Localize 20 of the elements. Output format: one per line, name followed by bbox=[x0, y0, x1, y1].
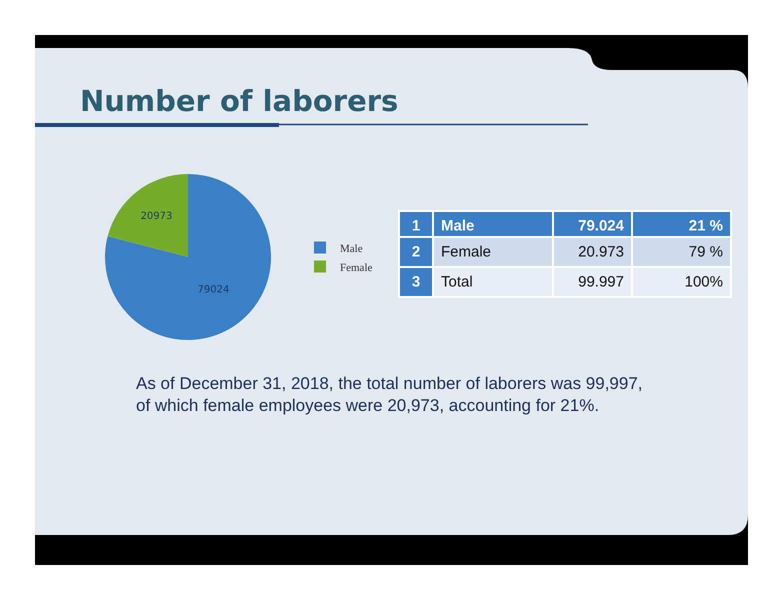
pie-slice bbox=[105, 174, 271, 340]
text: 1 bbox=[412, 217, 420, 234]
text: Male bbox=[441, 217, 474, 234]
text: 99.997 bbox=[578, 273, 624, 290]
text: 100% bbox=[684, 273, 723, 290]
legend-label: Male bbox=[340, 242, 363, 255]
legend-label: Female bbox=[340, 262, 372, 274]
text: 3 bbox=[412, 273, 420, 290]
text: As of December 31, 2018, the total number of laborers was 99,997, of which female employees were 20,973, accounting for 21%. bbox=[136, 374, 643, 416]
chart-title: Number of laborers bbox=[80, 84, 398, 118]
pie-slice bbox=[108, 174, 188, 257]
text: 21 % bbox=[688, 217, 723, 234]
data-label: 79024 bbox=[198, 284, 230, 296]
text: Total bbox=[441, 273, 473, 290]
data-label: 20973 bbox=[140, 210, 172, 222]
text: 2 bbox=[412, 243, 420, 260]
text: 79 % bbox=[688, 243, 723, 260]
text: Female bbox=[441, 243, 492, 260]
text: 79.024 bbox=[578, 217, 624, 234]
text: 20.973 bbox=[578, 243, 624, 260]
